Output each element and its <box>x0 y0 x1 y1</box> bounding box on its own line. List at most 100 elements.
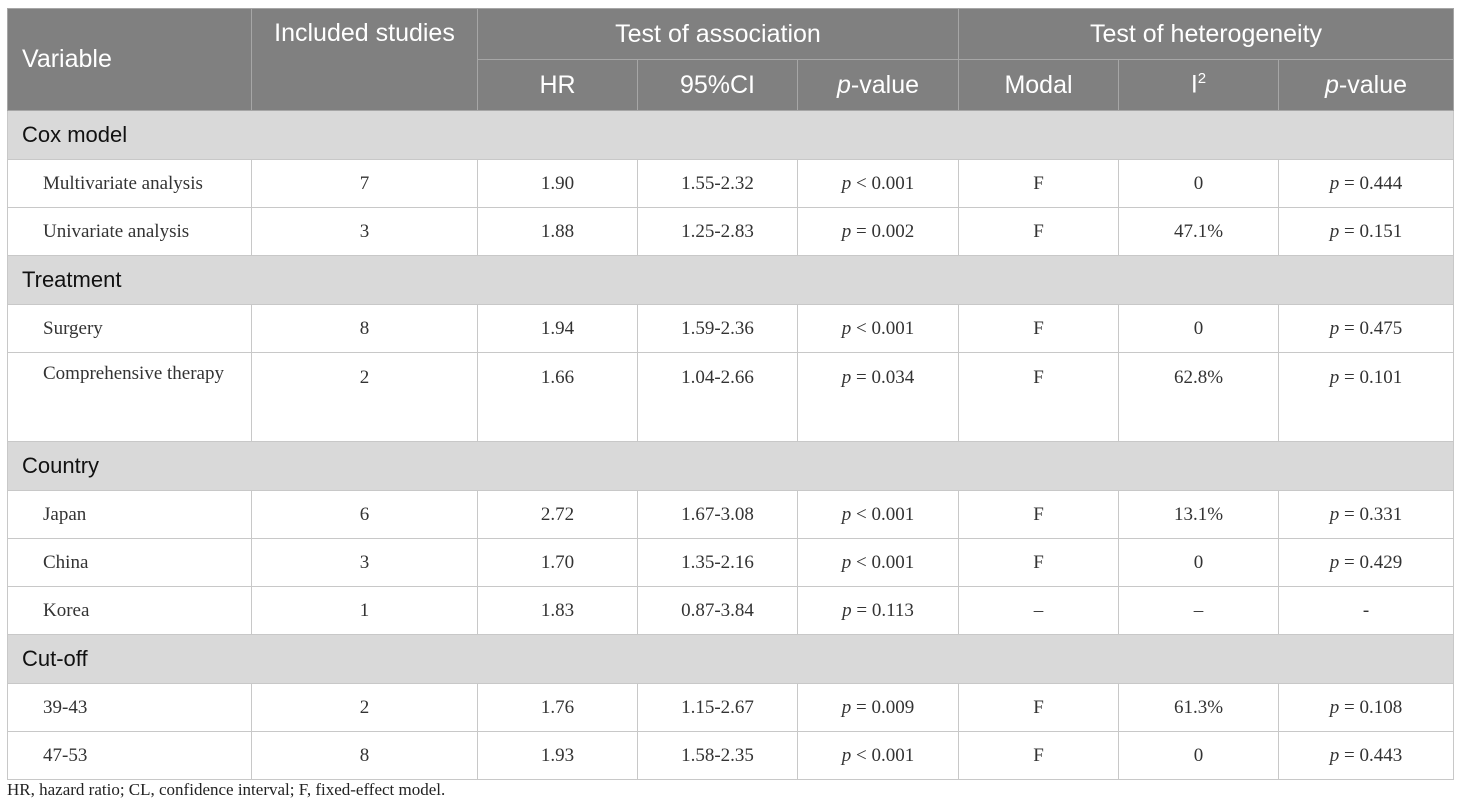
included-studies-cell: 3 <box>251 538 478 587</box>
hr-cell: 1.90 <box>477 159 638 208</box>
hr-cell: 1.93 <box>477 731 638 780</box>
model-cell: F <box>958 352 1119 442</box>
header-test-of-association: Test of association <box>477 8 959 60</box>
table-row: Korea 1 1.83 0.87-3.84 p = 0.113– – - <box>7 586 1455 635</box>
header-i-squared: I2 <box>1118 59 1279 111</box>
table-row: 39-43 2 1.76 1.15-2.67 p = 0.009 F 61.3% p = 0.… <box>7 683 1455 732</box>
p-value-cell: p < 0.001 <box>797 731 959 780</box>
p-value-cell: p = 0.002 <box>797 207 959 256</box>
header-95ci: 95%CI <box>637 59 798 111</box>
p-symbol: p <box>1329 317 1340 339</box>
results-table-container: Variable Included studies Test of associ… <box>6 8 1455 780</box>
model-cell: F <box>958 538 1119 587</box>
hr-cell: 1.88 <box>477 207 638 256</box>
p-value-text: < 0.001 <box>851 503 915 525</box>
table-row: Japan 6 2.72 1.67-3.08 p < 0.001 F 13.1% p = 0.… <box>7 490 1455 539</box>
p-symbol: p <box>1329 220 1340 242</box>
i-squared-cell: – <box>1118 586 1279 635</box>
included-studies-cell: 7 <box>251 159 478 208</box>
table-row: China 3 1.70 1.35-2.16 p < 0.001 F 0 p = 0.429 <box>7 538 1455 587</box>
included-studies-cell: 2 <box>251 352 478 442</box>
row-label: Surgery <box>7 304 252 353</box>
i-squared-cell: 61.3% <box>1118 683 1279 732</box>
p-value-suffix: -value <box>1338 70 1408 99</box>
p-value-cell: p < 0.001 <box>797 159 959 208</box>
p-value-text: = 0.108 <box>1339 696 1403 718</box>
group-row: Treatment <box>6 255 1455 305</box>
p-value-text: = 0.002 <box>851 220 915 242</box>
p-symbol: p <box>842 599 852 621</box>
table-footnote: HR, hazard ratio; CL, confidence interva… <box>7 780 446 799</box>
model-cell: F <box>958 731 1119 780</box>
heterogeneity-p-value-cell: p = 0.475 <box>1277 304 1455 353</box>
hr-cell: 1.76 <box>477 683 638 732</box>
included-studies-cell: 3 <box>251 207 478 256</box>
p-value-cell: p = 0.009 <box>797 683 959 732</box>
table-row: Surgery 8 1.94 1.59-2.36 p < 0.001 F 0 p = 0.47… <box>7 304 1455 353</box>
row-label: 39-43 <box>7 683 252 732</box>
ci-cell: 1.15-2.67 <box>637 683 798 732</box>
p-value-cell: p = 0.113 <box>797 586 959 635</box>
i-squared-cell: 0 <box>1118 304 1279 353</box>
row-label: Japan <box>7 490 252 539</box>
heterogeneity-p-value-cell: p = 0.444 <box>1277 159 1455 208</box>
i-squared-cell: 0 <box>1118 731 1279 780</box>
p-value-text: = 0.113 <box>851 599 914 621</box>
p-value-text: = 0.429 <box>1339 551 1403 573</box>
header-p-value: p-value <box>797 59 959 111</box>
row-label: Univariate analysis <box>7 207 252 256</box>
p-symbol: p <box>1329 744 1340 766</box>
p-symbol: p <box>1329 172 1340 194</box>
row-label: Korea <box>7 586 252 635</box>
p-symbol: p <box>1325 70 1339 99</box>
i-letter: I <box>1190 70 1198 99</box>
p-symbol: p <box>1329 503 1340 525</box>
p-symbol: p <box>1329 551 1340 573</box>
p-symbol: p <box>841 503 852 525</box>
heterogeneity-p-value-cell: - <box>1277 586 1455 635</box>
header-test-of-heterogeneity: Test of heterogeneity <box>957 8 1455 60</box>
table-row: Multivariate analysis 7 1.90 1.55-2.32 p < 0… <box>7 159 1455 208</box>
table-row: Comprehensive therapy 2 1.66 1.04-2.66 p = 0… <box>7 352 1455 442</box>
model-cell: F <box>958 207 1119 256</box>
ci-cell: 1.35-2.16 <box>637 538 798 587</box>
heterogeneity-p-value-cell: p = 0.101 <box>1277 352 1455 442</box>
included-studies-cell: 1 <box>251 586 478 635</box>
table-row: Univariate analysis 3 1.88 1.25-2.83 p = 0.0… <box>7 207 1455 256</box>
p-value-text: - <box>1362 599 1370 621</box>
p-symbol: p <box>841 744 852 766</box>
p-value-text: < 0.001 <box>851 172 915 194</box>
p-value-text: < 0.001 <box>851 744 915 766</box>
p-value-text: < 0.001 <box>851 317 915 339</box>
p-symbol: p <box>841 551 852 573</box>
ci-cell: 1.67-3.08 <box>637 490 798 539</box>
p-value-cell: p < 0.001 <box>797 304 959 353</box>
p-value-text: = 0.151 <box>1339 220 1403 242</box>
p-value-text: = 0.443 <box>1339 744 1403 766</box>
group-title: Country <box>6 441 1455 491</box>
ci-cell: 1.25-2.83 <box>637 207 798 256</box>
included-studies-cell: 8 <box>251 304 478 353</box>
header-heterogeneity-p-value: p-value <box>1277 59 1455 111</box>
model-cell: F <box>958 683 1119 732</box>
p-value-cell: p = 0.034 <box>797 352 959 442</box>
p-symbol: p <box>1329 696 1340 718</box>
model-cell: F <box>958 490 1119 539</box>
heterogeneity-p-value-cell: p = 0.151 <box>1277 207 1455 256</box>
group-row: Cox model <box>6 110 1455 160</box>
p-value-text: < 0.001 <box>851 551 915 573</box>
hr-cell: 1.94 <box>477 304 638 353</box>
results-table: Variable Included studies Test of associ… <box>6 8 1455 780</box>
p-value-suffix: -value <box>850 70 919 99</box>
p-value-cell: p < 0.001 <box>797 490 959 539</box>
model-cell: – <box>958 586 1119 635</box>
p-value-text: = 0.475 <box>1339 317 1403 339</box>
row-label: China <box>7 538 252 587</box>
p-value-text: = 0.101 <box>1339 367 1403 388</box>
p-value-text: = 0.444 <box>1339 172 1403 194</box>
p-symbol: p <box>841 220 852 242</box>
p-symbol: p <box>841 696 852 718</box>
heterogeneity-p-value-cell: p = 0.331 <box>1277 490 1455 539</box>
included-studies-cell: 2 <box>251 683 478 732</box>
i-superscript: 2 <box>1197 70 1207 88</box>
